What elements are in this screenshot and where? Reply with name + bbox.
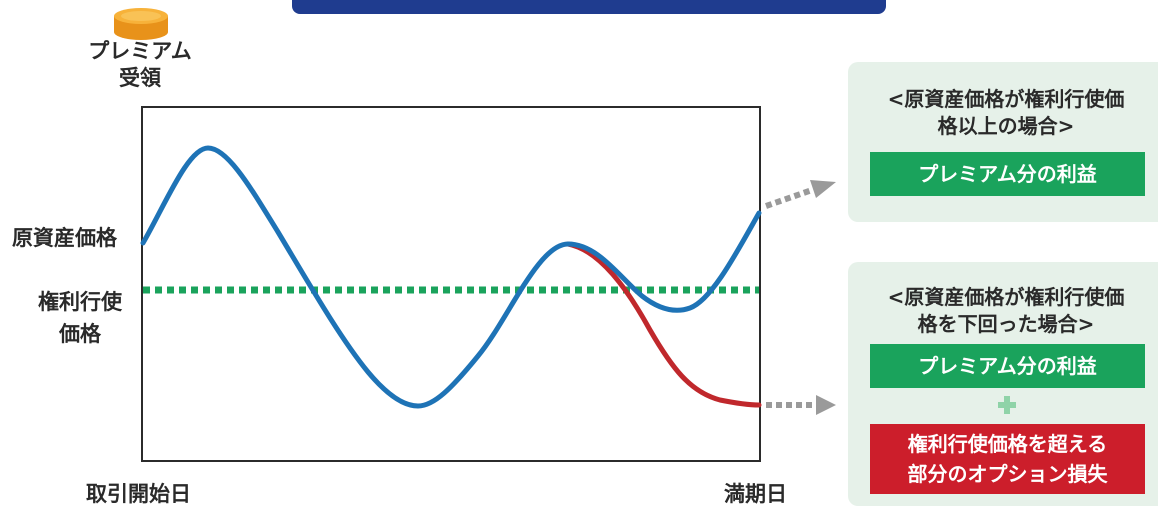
dotted-arrow-icon-lower [766, 395, 836, 415]
scenario-above-panel: <原資産価格が権利行使価 格以上の場合> プレミアム分の利益 [848, 62, 1158, 222]
price-path-down [565, 241, 762, 408]
scenario-above-title: <原資産価格が権利行使価 格以上の場合> [887, 87, 1125, 138]
maturity-date-label: 満期日 [724, 482, 787, 506]
price-chart-frame [141, 106, 761, 462]
option-loss-tag: 権利行使価格を超える 部分のオプション損失 [870, 424, 1145, 494]
start-date-label: 取引開始日 [86, 482, 191, 506]
price-path-up [140, 145, 762, 409]
dotted-arrow-icon-upper [765, 180, 836, 209]
coin-stack-icon [114, 8, 168, 40]
scenario-below-panel: <原資産価格が権利行使価 格を下回った場合> プレミアム分の利益 権利行使価格を… [848, 262, 1158, 506]
underlying-price-label: 原資産価格 [12, 226, 117, 250]
scenario-below-title: <原資産価格が権利行使価 格を下回った場合> [887, 285, 1125, 336]
strike-price-label: 権利行使 価格 [38, 290, 122, 346]
plus-icon [998, 396, 1016, 414]
top-banner [292, 0, 886, 14]
premium-profit-tag: プレミアム分の利益 [870, 344, 1145, 388]
premium-received-label: プレミアム 受領 [88, 39, 192, 90]
premium-profit-tag: プレミアム分の利益 [870, 152, 1145, 196]
